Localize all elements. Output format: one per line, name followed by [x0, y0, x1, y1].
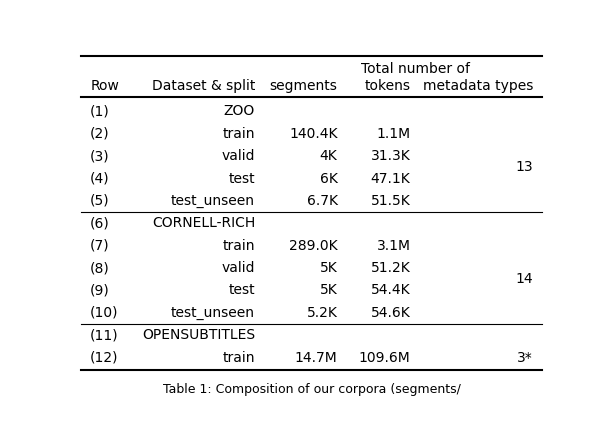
Text: Total number of: Total number of	[361, 62, 470, 76]
Text: (5): (5)	[90, 194, 110, 208]
Text: 54.4K: 54.4K	[371, 283, 410, 297]
Text: (7): (7)	[90, 239, 110, 253]
Text: (4): (4)	[90, 171, 110, 185]
Text: test_unseen: test_unseen	[171, 194, 255, 208]
Text: (3): (3)	[90, 149, 110, 163]
Text: 47.1K: 47.1K	[371, 171, 410, 185]
Text: (11): (11)	[90, 328, 119, 342]
Text: (10): (10)	[90, 306, 119, 320]
Text: Row: Row	[90, 79, 119, 93]
Text: 13: 13	[516, 160, 533, 174]
Text: 6K: 6K	[320, 171, 337, 185]
Text: test_unseen: test_unseen	[171, 306, 255, 320]
Text: Dataset & split: Dataset & split	[151, 79, 255, 93]
Text: valid: valid	[221, 149, 255, 163]
Text: test: test	[229, 283, 255, 297]
Text: 14: 14	[516, 272, 533, 286]
Text: tokens: tokens	[365, 79, 410, 93]
Text: 3*: 3*	[517, 351, 533, 365]
Text: 1.1M: 1.1M	[376, 127, 410, 141]
Text: 54.6K: 54.6K	[371, 306, 410, 320]
Text: (6): (6)	[90, 216, 110, 230]
Text: 51.5K: 51.5K	[371, 194, 410, 208]
Text: 140.4K: 140.4K	[289, 127, 337, 141]
Text: (2): (2)	[90, 127, 110, 141]
Text: 5K: 5K	[320, 283, 337, 297]
Text: 5.2K: 5.2K	[306, 306, 337, 320]
Text: OPENSUBTITLES: OPENSUBTITLES	[142, 328, 255, 342]
Text: 31.3K: 31.3K	[371, 149, 410, 163]
Text: CORNELL-RICH: CORNELL-RICH	[152, 216, 255, 230]
Text: 4K: 4K	[320, 149, 337, 163]
Text: (1): (1)	[90, 104, 110, 118]
Text: 3.1M: 3.1M	[376, 239, 410, 253]
Text: 109.6M: 109.6M	[359, 351, 410, 365]
Text: 6.7K: 6.7K	[306, 194, 337, 208]
Text: (12): (12)	[90, 351, 119, 365]
Text: valid: valid	[221, 261, 255, 275]
Text: 14.7M: 14.7M	[295, 351, 337, 365]
Text: (8): (8)	[90, 261, 110, 275]
Text: (9): (9)	[90, 283, 110, 297]
Text: Table 1: Composition of our corpora (segments/: Table 1: Composition of our corpora (seg…	[163, 383, 460, 396]
Text: 289.0K: 289.0K	[289, 239, 337, 253]
Text: train: train	[223, 127, 255, 141]
Text: train: train	[223, 351, 255, 365]
Text: 5K: 5K	[320, 261, 337, 275]
Text: train: train	[223, 239, 255, 253]
Text: test: test	[229, 171, 255, 185]
Text: segments: segments	[269, 79, 337, 93]
Text: metadata types: metadata types	[423, 79, 533, 93]
Text: 51.2K: 51.2K	[371, 261, 410, 275]
Text: ZOO: ZOO	[224, 104, 255, 118]
